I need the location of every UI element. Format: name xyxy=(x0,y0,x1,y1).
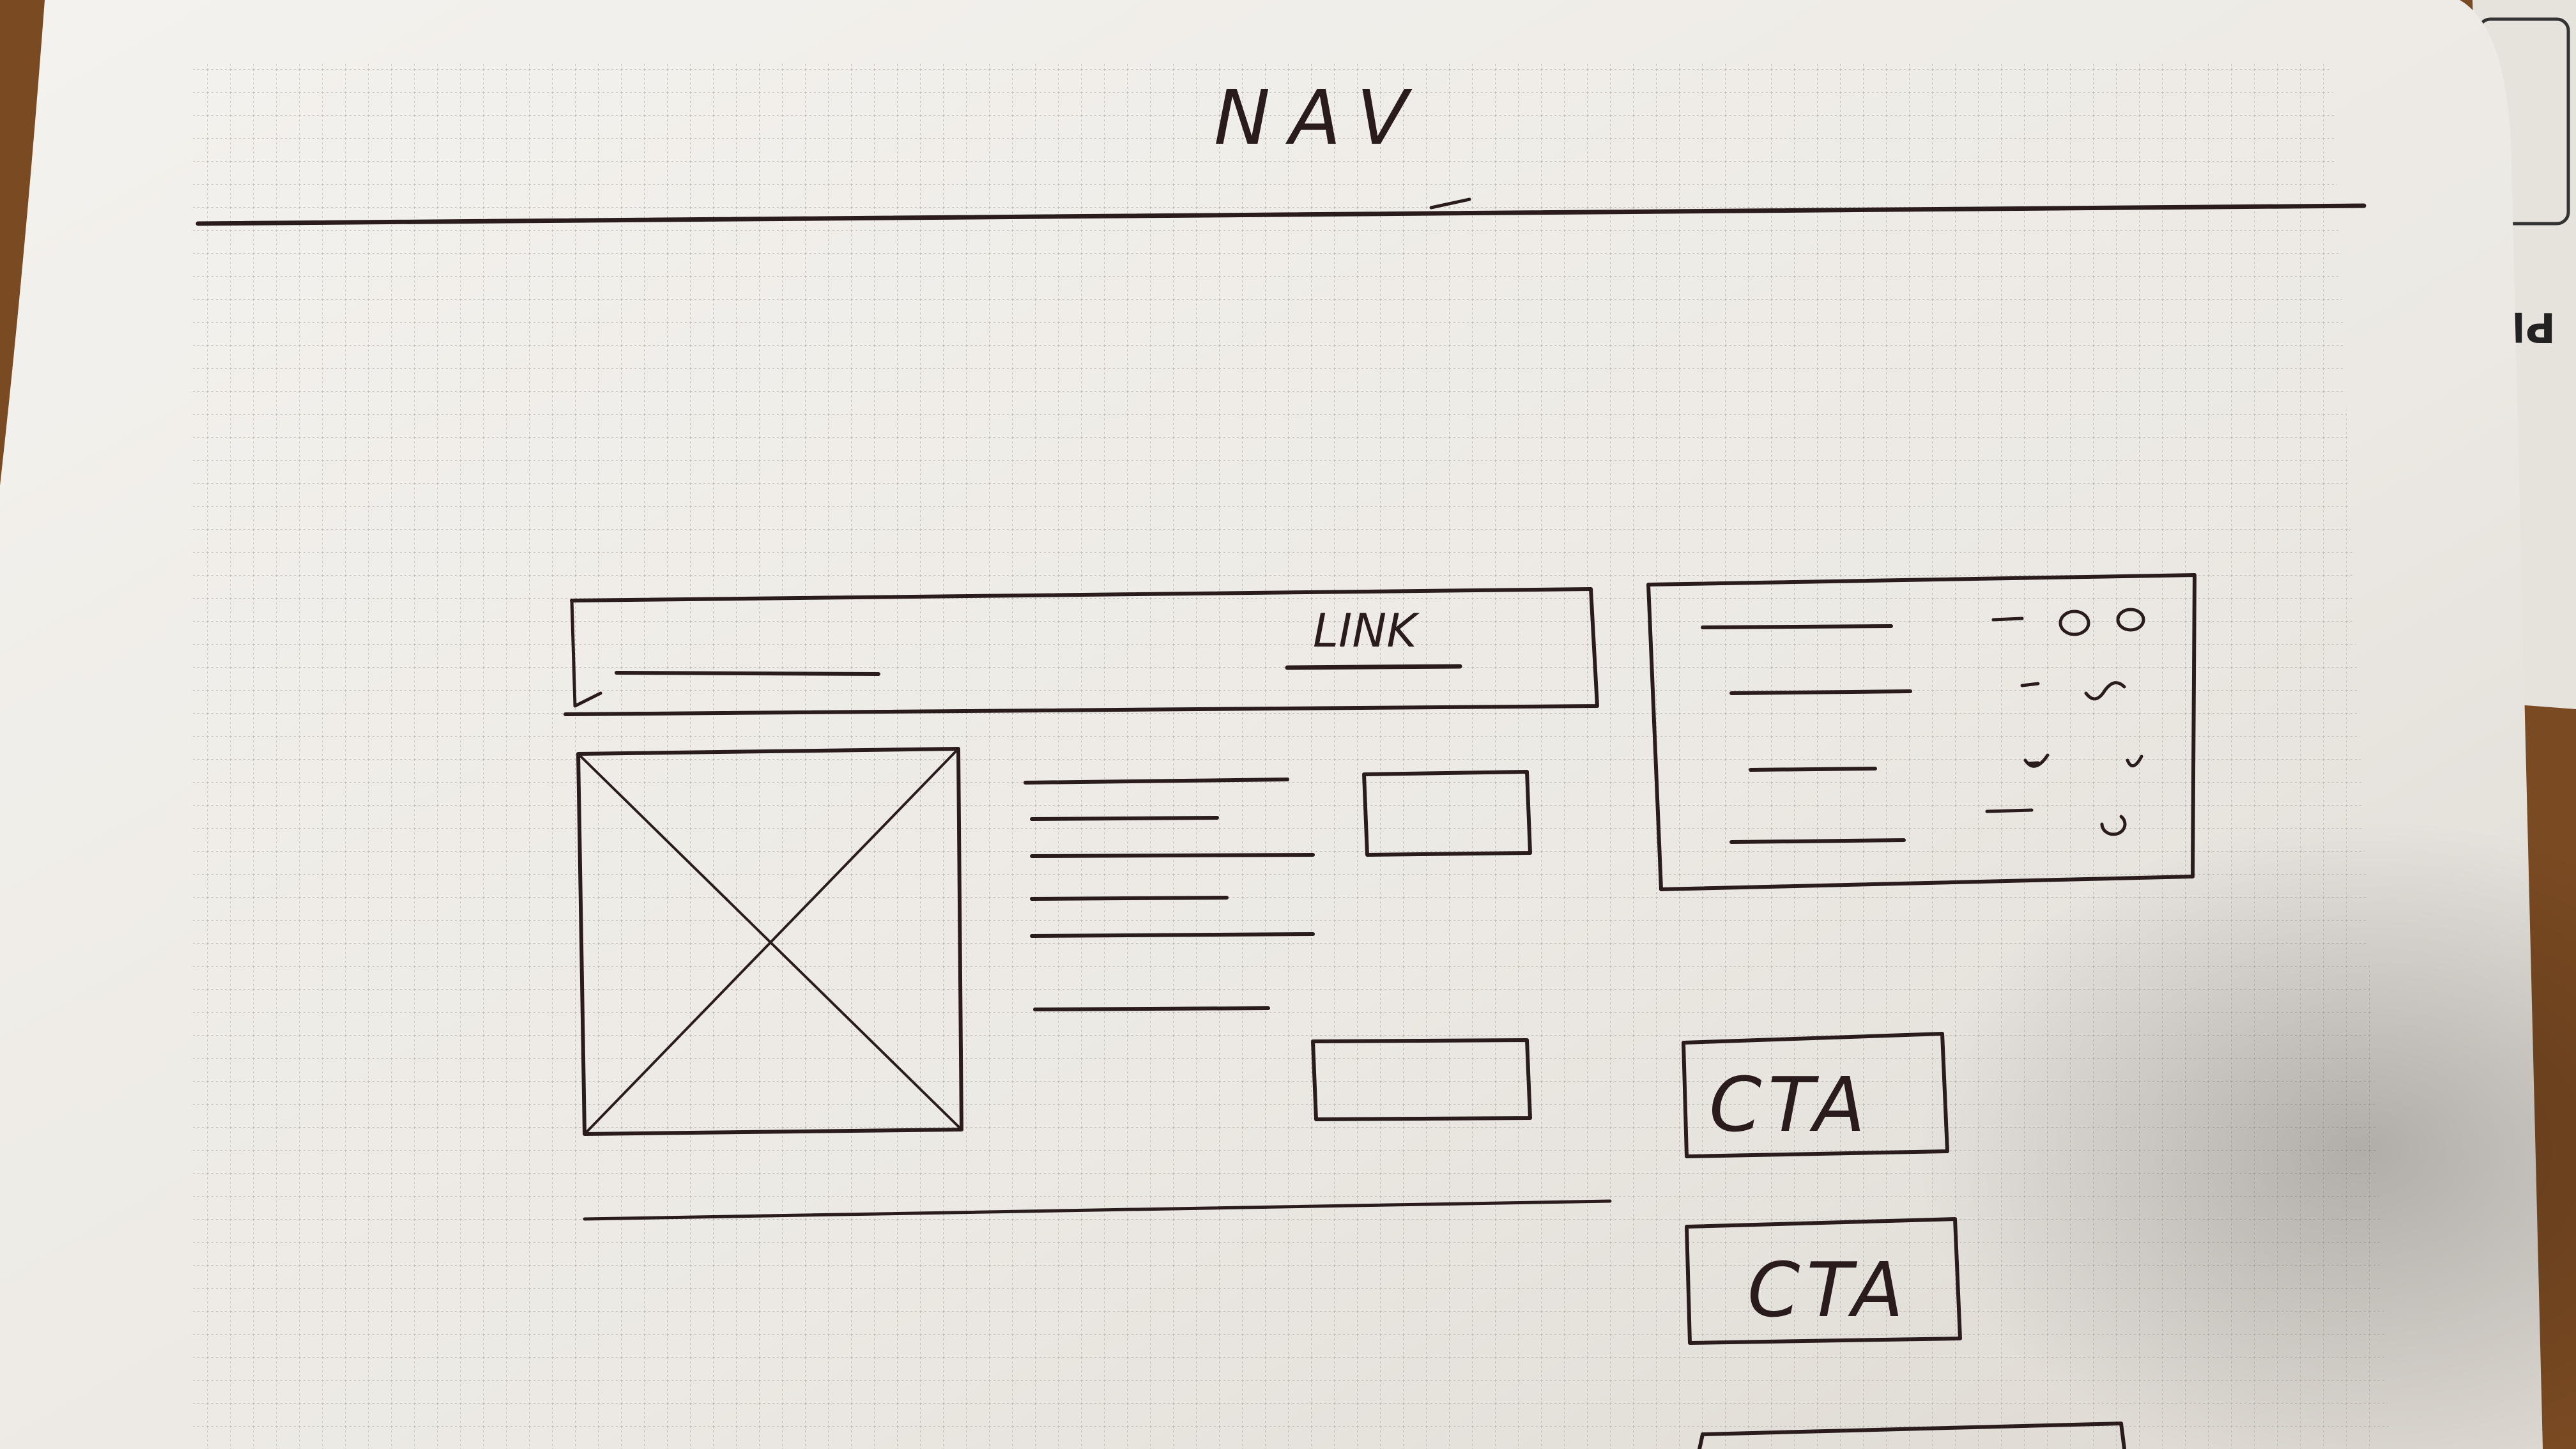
cta-button-primary-sketch: CTA xyxy=(1682,1032,1949,1158)
cta-secondary-label: CTA xyxy=(1747,1246,1910,1334)
table-panel-sketch xyxy=(1646,573,2196,891)
input-box-sketch xyxy=(1362,770,1532,857)
link-bar-sketch: LINK xyxy=(564,587,1599,716)
cta-primary-label: CTA xyxy=(1709,1061,1871,1149)
image-placeholder-sketch xyxy=(576,747,963,1136)
cta-button-secondary-sketch: CTA xyxy=(1685,1217,1962,1345)
link-label: LINK xyxy=(1313,604,1420,657)
nav-label: NAV xyxy=(1214,73,1427,162)
divider-line-sketch xyxy=(583,1199,1612,1221)
graph-paper-grid xyxy=(192,64,2389,1449)
text-lines-sketch xyxy=(1023,778,1315,1011)
button-box-sketch xyxy=(1311,1038,1532,1121)
hand-shadow xyxy=(1917,818,2576,1449)
cut-off-box-sketch xyxy=(1698,1422,2126,1449)
nav-header-sketch: NAV xyxy=(195,73,2366,226)
